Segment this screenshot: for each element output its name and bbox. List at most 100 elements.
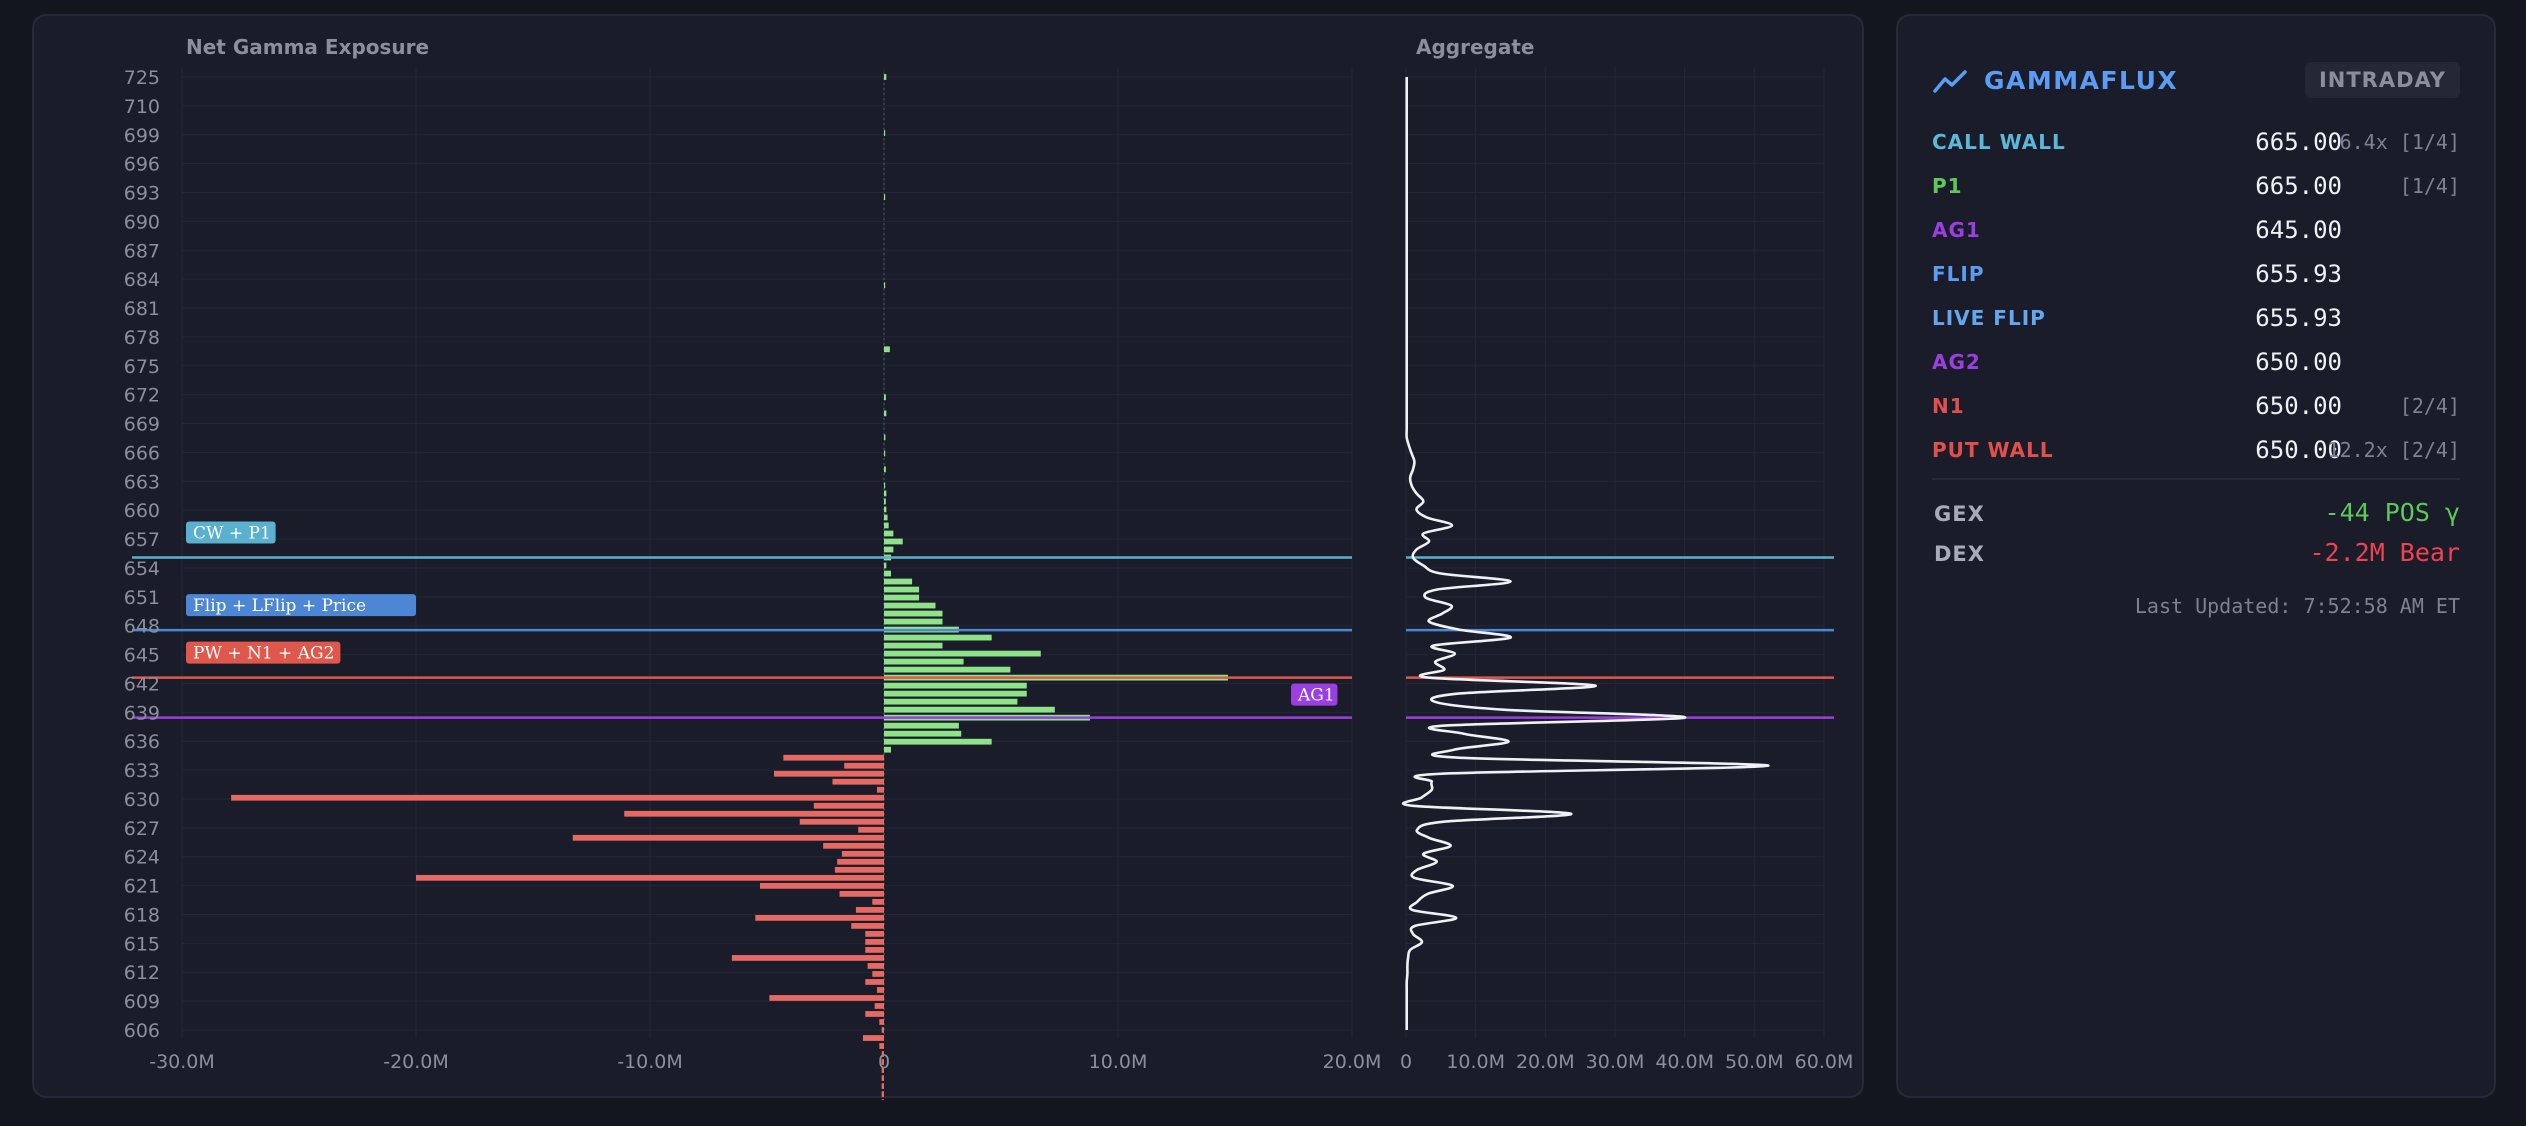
gamma-bar — [872, 971, 884, 977]
x-tick-label: 0 — [1400, 1051, 1412, 1073]
gamma-bar — [881, 1027, 884, 1033]
y-tick-label: 675 — [124, 356, 160, 378]
y-tick-label: 687 — [124, 240, 160, 262]
y-tick-label: 636 — [124, 731, 160, 753]
gamma-bar — [881, 1075, 884, 1081]
y-tick-label: 696 — [124, 154, 160, 176]
level-label: AG1 — [1291, 683, 1338, 706]
gamma-bar — [862, 1035, 884, 1041]
gex-value: -44 POS γ — [2324, 498, 2460, 527]
gamma-bar — [844, 762, 884, 769]
y-tick-label: 725 — [124, 67, 160, 89]
level-value: 650.00 — [2255, 392, 2342, 420]
level-label: Flip + LFlip + Price — [186, 594, 416, 617]
gamma-bar — [884, 530, 894, 537]
y-tick-label: 627 — [124, 818, 160, 840]
gamma-bar — [884, 650, 1041, 657]
gamma-bar — [876, 987, 884, 993]
gamma-bar — [884, 466, 886, 473]
gamma-bar — [624, 810, 884, 817]
mode-toggle-button[interactable]: INTRADAY — [2304, 62, 2460, 98]
gamma-bar — [884, 130, 886, 136]
y-tick-label: 645 — [124, 645, 160, 667]
gamma-bar — [884, 618, 943, 625]
level-name: AG2 — [1932, 350, 1981, 374]
gamma-bar — [876, 786, 884, 793]
level-value: 650.00 — [2255, 436, 2342, 464]
level-label-box — [186, 641, 341, 664]
gamma-bar — [881, 1067, 884, 1073]
y-tick-label: 693 — [124, 183, 160, 205]
level-value: 655.93 — [2255, 260, 2342, 288]
dex-value: -2.2M Bear — [2309, 538, 2460, 567]
x-tick-label: -30.0M — [149, 1051, 215, 1073]
level-label: CW + P1 — [186, 521, 276, 544]
level-name: LIVE FLIP — [1932, 306, 2046, 330]
gamma-bar — [834, 866, 884, 873]
x-tick-label: 10.0M — [1446, 1051, 1505, 1073]
level-label-box — [186, 594, 416, 617]
gamma-bar — [884, 434, 886, 441]
gamma-bar — [884, 194, 886, 201]
divider — [1932, 478, 2460, 480]
gamma-bar — [416, 874, 884, 881]
y-tick-label: 633 — [124, 760, 160, 782]
gamma-bar — [884, 74, 887, 80]
gamma-chart-panel: Net Gamma Exposure Aggregate CW + P1 Flip… — [32, 14, 1864, 1100]
gamma-bar — [769, 995, 884, 1001]
gamma-bar — [867, 963, 884, 969]
x-tick-label: 30.0M — [1586, 1051, 1645, 1073]
y-tick-label: 690 — [124, 211, 160, 233]
gamma-bar — [855, 906, 884, 913]
gamma-bar — [783, 754, 884, 761]
gamma-bar — [839, 890, 884, 897]
level-name: PUT WALL — [1932, 438, 2054, 462]
gamma-bar — [851, 923, 884, 929]
gamma-bar — [884, 642, 943, 649]
gamma-bar — [881, 1099, 884, 1100]
gamma-bar — [884, 722, 959, 729]
gamma-bar — [823, 842, 884, 849]
gamma-bar — [884, 594, 920, 601]
y-tick-label: 651 — [124, 587, 160, 609]
y-tick-label: 660 — [124, 500, 160, 522]
gamma-bar — [865, 1011, 884, 1017]
gamma-bar — [865, 939, 884, 945]
net-gamma-title: Net Gamma Exposure — [186, 35, 429, 59]
x-tick-label: 10.0M — [1089, 1051, 1148, 1073]
gamma-bar — [755, 914, 884, 921]
x-tick-label: 40.0M — [1655, 1051, 1714, 1073]
level-row: FLIP 655.93 — [1932, 254, 2460, 298]
y-tick-label: 654 — [124, 558, 160, 580]
level-name: FLIP — [1932, 262, 1985, 286]
x-tick-label: 0 — [878, 1051, 890, 1073]
brand-header: GAMMAFLUX INTRADAY — [1932, 52, 2460, 112]
gamma-bar — [884, 522, 889, 529]
y-tick-label: 606 — [124, 1020, 160, 1042]
y-tick-label: 639 — [124, 702, 160, 724]
y-tick-label: 621 — [124, 876, 160, 898]
y-tick-label: 648 — [124, 616, 160, 638]
gamma-bar — [884, 658, 964, 665]
gamma-bar — [884, 570, 892, 577]
gamma-bar — [884, 698, 1018, 705]
y-tick-label: 699 — [124, 125, 160, 147]
x-tick-label: -10.0M — [617, 1051, 683, 1073]
gamma-bar — [884, 562, 887, 569]
trend-line-icon — [1933, 70, 1967, 93]
gamma-bar — [884, 682, 1027, 689]
gamma-bar — [884, 546, 894, 553]
level-label-text: Flip + LFlip + Price — [193, 596, 366, 616]
level-value: 650.00 — [2255, 348, 2342, 376]
level-value: 665.00 — [2255, 128, 2342, 156]
gamma-bar — [884, 602, 936, 609]
gamma-bar — [884, 490, 887, 497]
gamma-bar — [832, 778, 884, 785]
level-row: AG1 645.00 — [1932, 210, 2460, 254]
gamma-bar — [884, 690, 1027, 697]
level-label-text: PW + N1 + AG2 — [193, 644, 334, 664]
dex-row: DEX -2.2M Bear — [1934, 534, 2460, 574]
gamma-bar — [572, 834, 884, 841]
level-note: 12.2x [2/4] — [2327, 438, 2460, 462]
level-note: [2/4] — [2399, 394, 2460, 418]
